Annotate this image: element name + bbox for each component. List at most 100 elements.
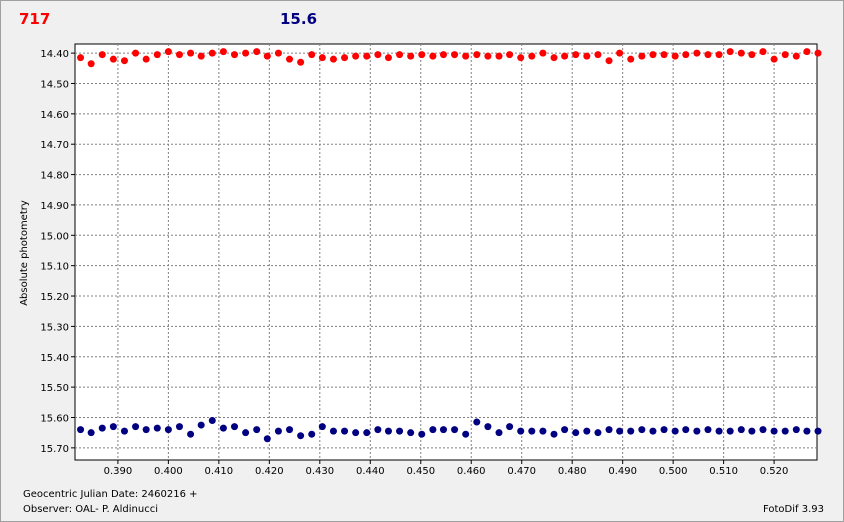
data-point-series-2 [384,427,392,435]
data-point-series-2 [660,426,668,434]
data-point-series-2 [308,430,316,438]
data-point-series-1 [274,49,282,57]
data-point-series-1 [462,52,470,60]
data-point-series-1 [418,51,426,59]
data-point-series-1 [583,52,591,60]
data-point-series-2 [803,427,811,435]
data-point-series-2 [583,427,591,435]
data-point-series-2 [197,421,205,429]
y-tick-label: 15.00 [40,231,69,242]
y-tick-label: 15.40 [40,353,69,364]
data-point-series-2 [682,426,690,434]
data-point-series-2 [737,426,745,434]
data-point-series-2 [363,429,371,437]
data-point-series-1 [770,55,778,63]
data-point-series-2 [605,426,613,434]
data-point-series-1 [627,55,635,63]
data-point-series-2 [539,427,547,435]
data-point-series-1 [682,51,690,59]
data-point-series-2 [153,424,161,432]
data-point-series-2 [759,426,767,434]
data-point-series-2 [561,426,569,434]
data-point-series-1 [528,52,536,60]
data-point-series-1 [429,52,437,60]
data-point-series-1 [396,51,404,59]
data-point-series-2 [517,427,525,435]
data-point-series-1 [142,55,150,63]
data-point-series-2 [439,426,447,434]
data-point-series-1 [175,51,183,59]
data-point-series-2 [341,427,349,435]
data-point-series-1 [561,52,569,60]
x-tick-label: 0.390 [104,466,133,477]
data-point-series-2 [473,418,481,426]
data-point-series-1 [781,51,789,59]
data-point-series-1 [263,52,271,60]
data-points [77,48,822,443]
data-point-series-1 [539,49,547,57]
data-point-series-1 [495,52,503,60]
y-tick-label: 15.20 [40,292,69,303]
y-tick-label: 15.10 [40,262,69,273]
data-point-series-2 [726,427,734,435]
grid [75,44,817,460]
data-point-series-2 [572,429,580,437]
data-point-series-2 [318,423,326,431]
data-point-series-2 [297,432,305,440]
axis-ticks: 0.390 0.400 0.410 0.420 0.430 0.440 0.450 0.460… [40,49,788,477]
header-value-left: 717 [19,10,51,28]
data-point-series-1 [605,57,613,65]
data-point-series-1 [594,51,602,59]
y-tick-label: 15.50 [40,383,69,394]
x-tick-label: 0.490 [608,466,637,477]
data-point-series-2 [274,427,282,435]
data-point-series-2 [715,427,723,435]
x-tick-label: 0.410 [205,466,234,477]
data-point-series-1 [98,51,106,59]
data-point-series-1 [384,54,392,62]
y-tick-label: 14.50 [40,79,69,90]
data-point-series-2 [263,435,271,443]
data-point-series-2 [814,427,822,435]
data-point-series-2 [396,427,404,435]
data-point-series-2 [407,429,415,437]
data-point-series-1 [572,51,580,59]
data-point-series-1 [253,48,261,56]
data-point-series-2 [242,429,250,437]
data-point-series-1 [286,55,294,63]
data-point-series-2 [462,430,470,438]
data-point-series-2 [77,426,85,434]
data-point-series-1 [120,57,128,65]
data-point-series-1 [352,52,360,60]
data-point-series-1 [671,52,679,60]
x-tick-label: 0.510 [709,466,738,477]
data-point-series-1 [187,49,195,57]
data-point-series-2 [638,426,646,434]
data-point-series-2 [187,430,195,438]
data-point-series-2 [231,423,239,431]
plot-area [74,43,818,461]
x-tick-label: 0.450 [406,466,435,477]
data-point-series-1 [715,51,723,59]
data-point-series-1 [231,51,239,59]
data-point-series-1 [451,51,459,59]
y-tick-label: 14.60 [40,110,69,121]
data-point-series-2 [649,427,657,435]
y-tick-label: 14.90 [40,201,69,212]
data-point-series-1 [77,54,85,62]
data-point-series-2 [506,423,514,431]
data-point-series-2 [109,423,117,431]
data-point-series-2 [164,426,172,434]
data-point-series-2 [528,427,536,435]
y-tick-label: 14.80 [40,171,69,182]
data-point-series-1 [484,52,492,60]
data-point-series-1 [550,54,558,62]
data-point-series-1 [374,51,382,59]
data-point-series-2 [286,426,294,434]
data-point-series-2 [770,427,778,435]
data-point-series-2 [142,426,150,434]
data-point-series-1 [439,51,447,59]
data-point-series-2 [87,429,95,437]
data-point-series-1 [649,51,657,59]
